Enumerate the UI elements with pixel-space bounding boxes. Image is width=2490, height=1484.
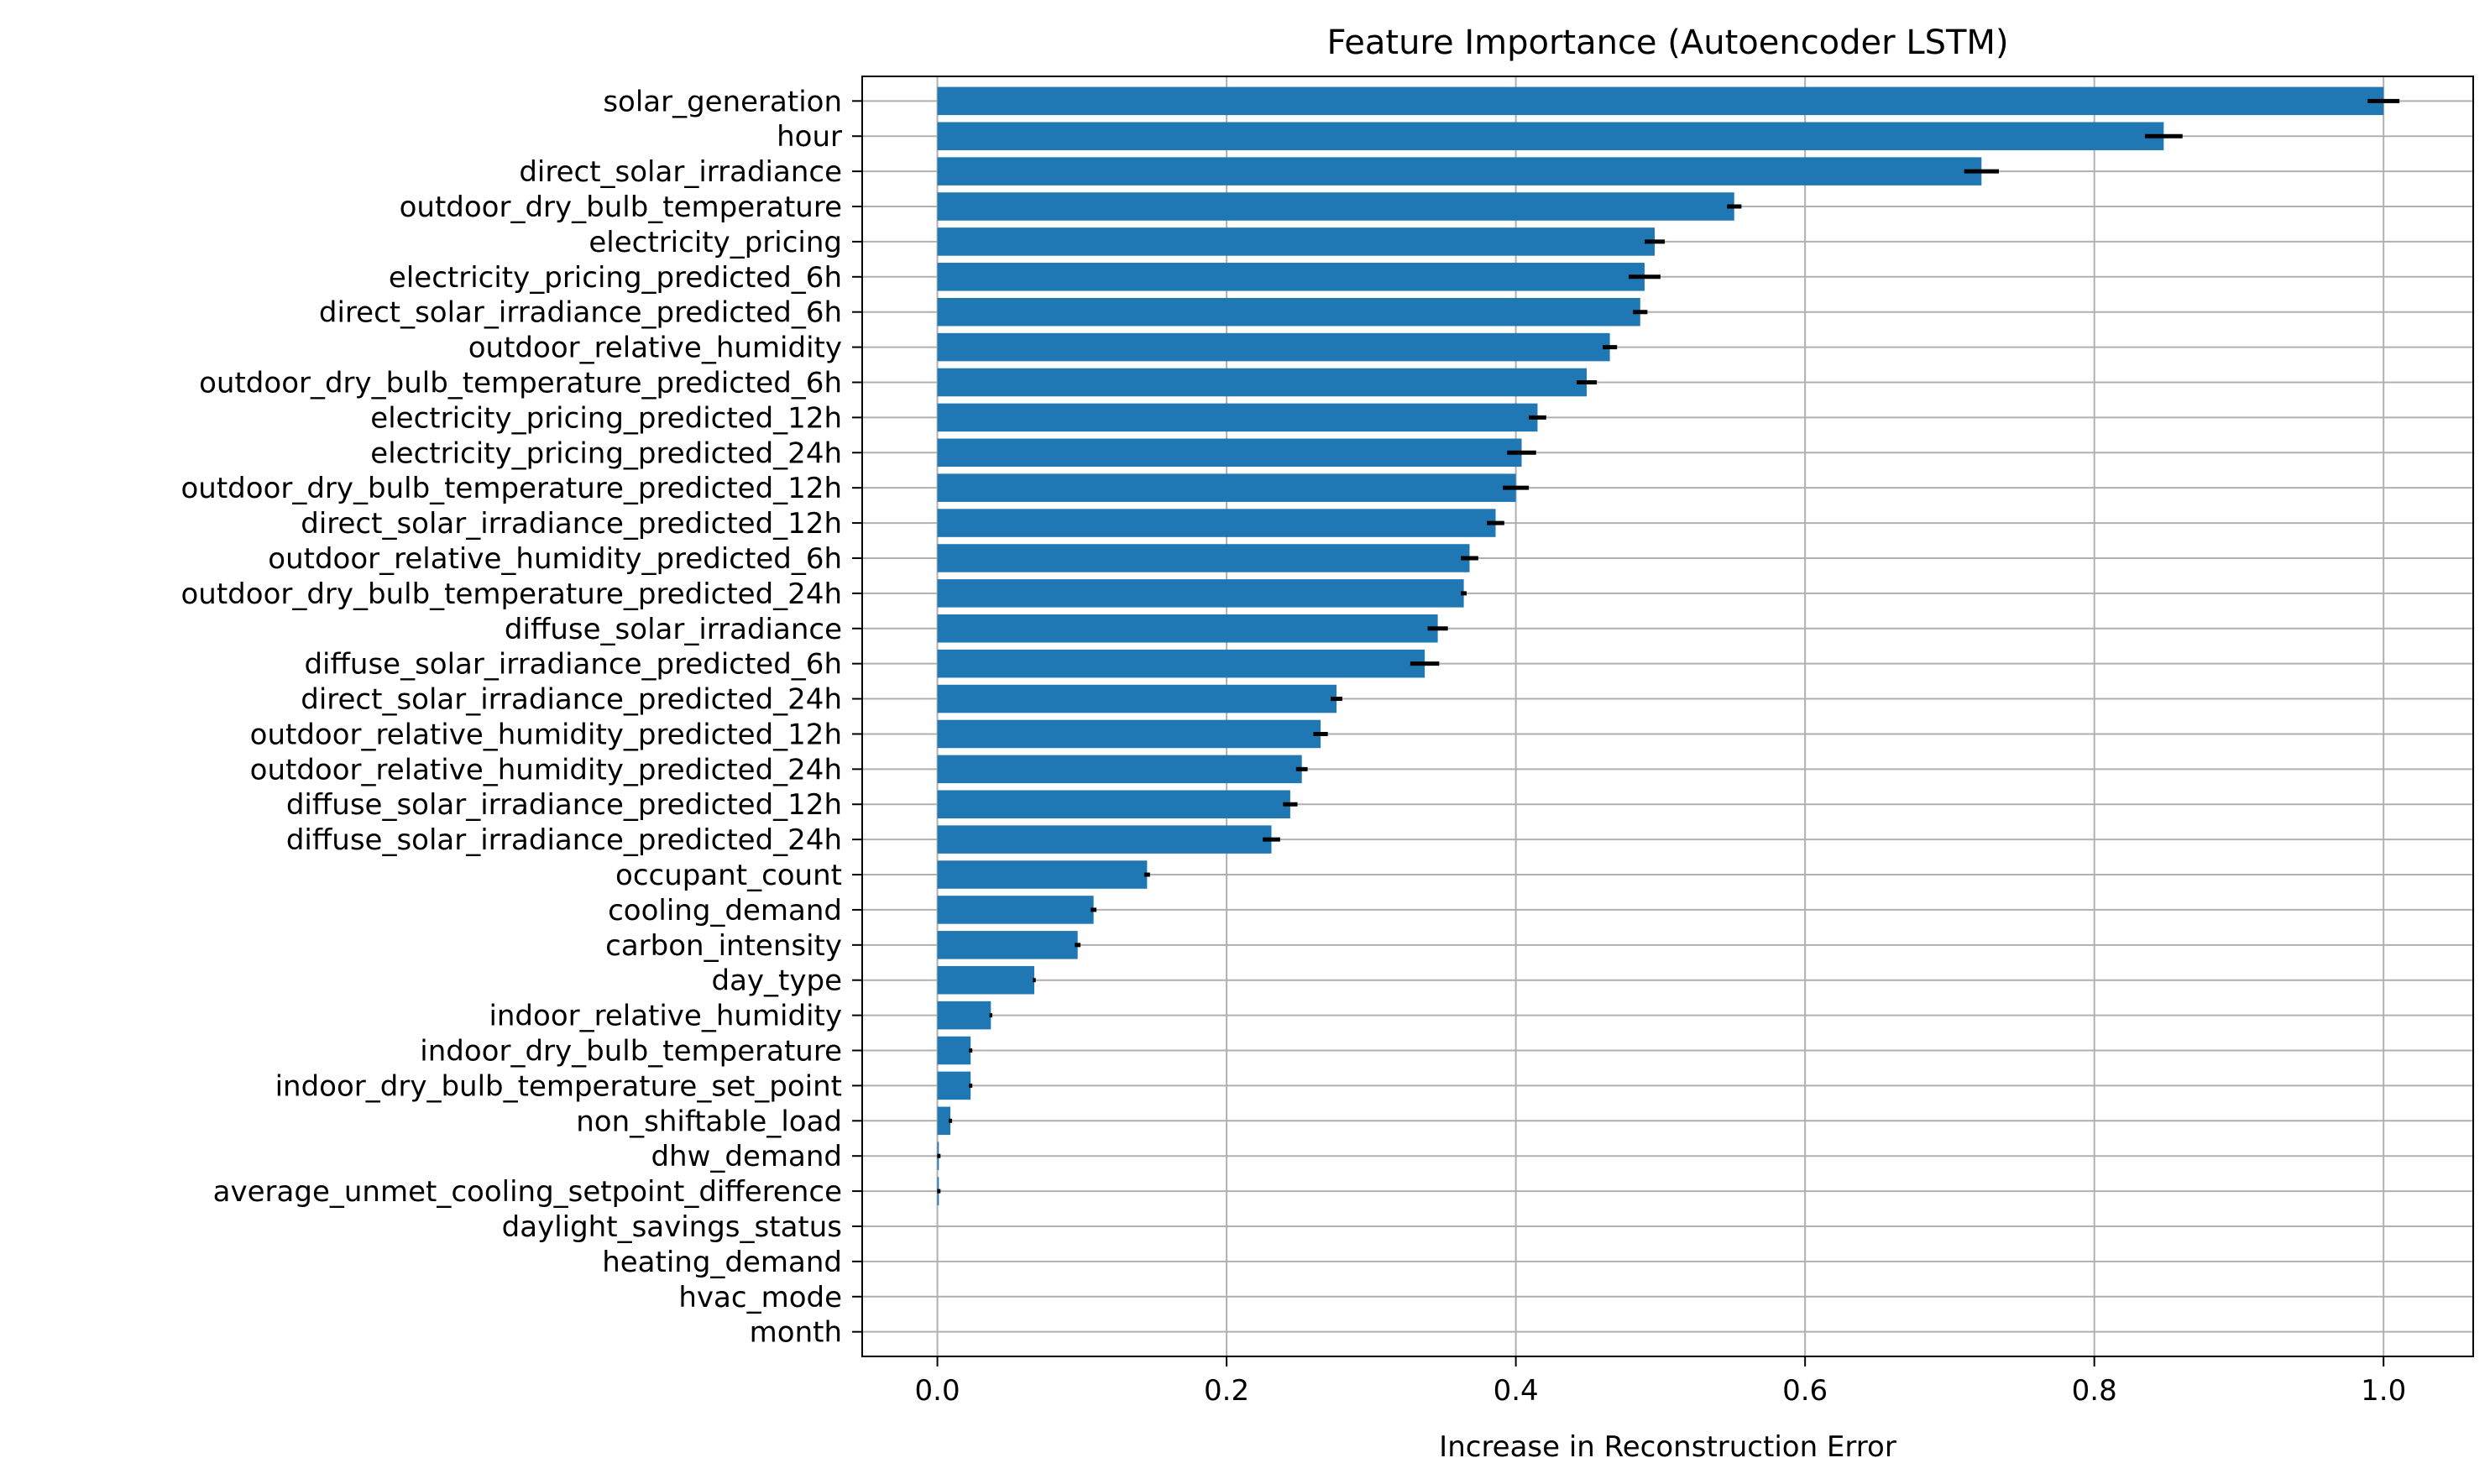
x-tick-label: 0.6 bbox=[1782, 1374, 1828, 1408]
y-tick-label: outdoor_relative_humidity_predicted_24h bbox=[250, 753, 842, 786]
bar bbox=[937, 263, 1645, 291]
y-tick-label: hour bbox=[777, 120, 842, 154]
bar bbox=[937, 790, 1290, 818]
y-tick-label: diffuse_solar_irradiance_predicted_24h bbox=[286, 823, 842, 857]
y-tick-label: diffuse_solar_irradiance_predicted_12h bbox=[286, 788, 842, 822]
bar bbox=[937, 1106, 951, 1136]
bar bbox=[937, 227, 1655, 256]
bar bbox=[937, 719, 1321, 749]
y-tick-label: direct_solar_irradiance_predicted_6h bbox=[319, 296, 842, 330]
bar bbox=[937, 825, 1272, 854]
y-tick-label: hvac_mode bbox=[678, 1281, 842, 1314]
bar bbox=[937, 931, 1078, 959]
y-tick-label: diffuse_solar_irradiance_predicted_6h bbox=[304, 648, 842, 682]
bar bbox=[937, 297, 1640, 327]
y-tick-label: cooling_demand bbox=[608, 894, 842, 928]
bar bbox=[937, 86, 2384, 116]
bar bbox=[937, 965, 1034, 995]
y-tick-label: daylight_savings_status bbox=[502, 1210, 842, 1244]
bar bbox=[937, 684, 1337, 713]
x-tick-label: 1.0 bbox=[2361, 1374, 2406, 1408]
y-tick-label: direct_solar_irradiance_predicted_24h bbox=[301, 683, 842, 717]
bar bbox=[937, 192, 1734, 221]
bar bbox=[937, 860, 1148, 889]
plot-frame bbox=[861, 76, 2474, 1357]
bar bbox=[937, 755, 1302, 784]
y-tick-label: month bbox=[750, 1316, 842, 1350]
y-tick-layer: solar_generationhourdirect_solar_irradia… bbox=[181, 85, 862, 1350]
y-tick-label: carbon_intensity bbox=[605, 929, 842, 963]
y-tick-label: outdoor_dry_bulb_temperature_predicted_1… bbox=[181, 472, 843, 505]
x-axis-label: Increase in Reconstruction Error bbox=[1439, 1430, 1896, 1464]
bar bbox=[937, 614, 1438, 643]
bar bbox=[937, 403, 1538, 432]
y-tick-label: outdoor_dry_bulb_temperature bbox=[400, 191, 842, 224]
y-tick-label: outdoor_relative_humidity bbox=[468, 332, 842, 365]
x-tick-label: 0.8 bbox=[2072, 1374, 2117, 1408]
y-tick-label: electricity_pricing_predicted_24h bbox=[370, 436, 842, 470]
y-tick-label: dhw_demand bbox=[651, 1140, 842, 1173]
y-tick-label: electricity_pricing_predicted_12h bbox=[370, 401, 842, 435]
x-tick-layer: 0.0 0.2 0.4 0.6 0.8 1.0 bbox=[915, 1356, 2406, 1408]
y-tick-label: electricity_pricing_predicted_6h bbox=[389, 261, 842, 295]
x-tick-label: 0.4 bbox=[1493, 1374, 1539, 1408]
chart-title: Feature Importance (Autoencoder LSTM) bbox=[1326, 24, 2008, 62]
y-tick-label: direct_solar_irradiance_predicted_12h bbox=[301, 507, 842, 541]
y-tick-label: indoor_dry_bulb_temperature bbox=[420, 1035, 842, 1069]
y-tick-label: day_type bbox=[712, 964, 843, 998]
error-bar-layer bbox=[937, 98, 2400, 1194]
y-tick-label: outdoor_dry_bulb_temperature_predicted_2… bbox=[181, 577, 843, 611]
bar bbox=[937, 473, 1516, 502]
y-tick-label: electricity_pricing bbox=[588, 226, 842, 259]
bar bbox=[937, 157, 1982, 186]
bar bbox=[937, 332, 1610, 362]
y-tick-label: heating_demand bbox=[602, 1246, 842, 1279]
x-tick-label: 0.2 bbox=[1204, 1374, 1249, 1408]
bar bbox=[937, 1036, 971, 1065]
y-tick-label: average_unmet_cooling_setpoint_differenc… bbox=[213, 1175, 842, 1209]
bar bbox=[937, 579, 1464, 608]
y-tick-label: direct_solar_irradiance bbox=[519, 155, 842, 189]
bar bbox=[937, 438, 1522, 468]
bar bbox=[937, 896, 1094, 924]
bar bbox=[937, 649, 1425, 678]
y-tick-label: outdoor_dry_bulb_temperature_predicted_6… bbox=[199, 366, 842, 400]
bar bbox=[937, 122, 2164, 150]
bar bbox=[937, 509, 1496, 537]
y-tick-label: diffuse_solar_irradiance bbox=[505, 613, 842, 646]
bar bbox=[937, 368, 1588, 397]
x-tick-label: 0.0 bbox=[915, 1374, 960, 1408]
y-tick-label: outdoor_relative_humidity_predicted_12h bbox=[250, 718, 842, 751]
y-tick-label: non_shiftable_load bbox=[576, 1105, 842, 1138]
y-tick-label: occupant_count bbox=[615, 859, 842, 892]
y-tick-label: indoor_relative_humidity bbox=[489, 1000, 842, 1033]
y-tick-label: solar_generation bbox=[603, 85, 842, 118]
bar bbox=[937, 544, 1470, 572]
bar bbox=[937, 1071, 971, 1100]
y-tick-label: indoor_dry_bulb_temperature_set_point bbox=[275, 1069, 842, 1103]
bar-layer bbox=[937, 86, 2384, 1205]
bar bbox=[937, 1001, 991, 1030]
y-tick-label: outdoor_relative_humidity_predicted_6h bbox=[268, 542, 842, 576]
